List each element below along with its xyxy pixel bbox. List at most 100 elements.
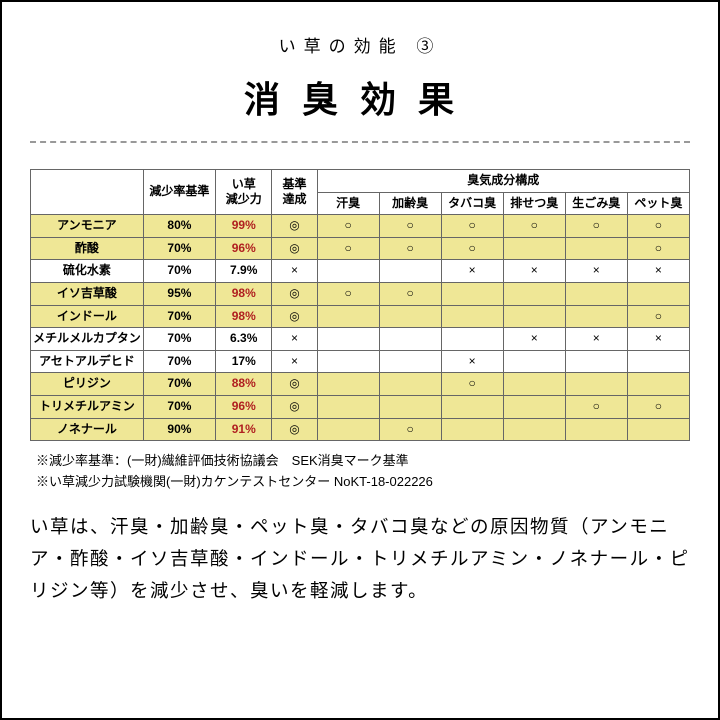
cell-mark [565, 350, 627, 373]
cell-reduction: 7.9% [216, 260, 272, 283]
cell-mark [565, 305, 627, 328]
cell-mark [627, 418, 689, 441]
th-pet: ペット臭 [627, 192, 689, 215]
cell-substance: アンモニア [31, 215, 144, 238]
main-title: 消臭効果 [30, 71, 690, 123]
cell-mark [503, 282, 565, 305]
th-reduction: い草 減少力 [216, 170, 272, 215]
cell-mark: ○ [379, 215, 441, 238]
cell-reduction: 98% [216, 305, 272, 328]
cell-mark: ○ [627, 305, 689, 328]
cell-mark [441, 395, 503, 418]
cell-mark [379, 373, 441, 396]
cell-mark: ○ [441, 215, 503, 238]
th-standard: 減少率基準 [143, 170, 215, 215]
cell-substance: イソ吉草酸 [31, 282, 144, 305]
cell-mark: × [503, 328, 565, 351]
cell-reduction: 99% [216, 215, 272, 238]
cell-mark: ○ [379, 282, 441, 305]
cell-mark [317, 418, 379, 441]
cell-mark [317, 260, 379, 283]
cell-standard: 70% [143, 373, 215, 396]
cell-mark: ○ [317, 215, 379, 238]
cell-mark: ○ [565, 215, 627, 238]
cell-mark [627, 373, 689, 396]
table-row: アセトアルデヒド70%17%×× [31, 350, 690, 373]
cell-mark [317, 328, 379, 351]
cell-reduction: 88% [216, 373, 272, 396]
table-row: メチルメルカプタン70%6.3%×××× [31, 328, 690, 351]
footnotes: ※減少率基準：(一財)繊維評価技術協議会 SEK消臭マーク基準 ※い草減少力試験… [30, 451, 690, 493]
cell-achieved: × [272, 350, 317, 373]
divider-dashed [30, 141, 690, 143]
cell-mark: ○ [627, 395, 689, 418]
cell-mark: ○ [441, 373, 503, 396]
cell-mark [627, 282, 689, 305]
cell-substance: インドール [31, 305, 144, 328]
cell-reduction: 98% [216, 282, 272, 305]
th-achieved: 基準 達成 [272, 170, 317, 215]
subtitle: い草の効能 ③ [30, 32, 690, 57]
cell-mark [503, 237, 565, 260]
th-garbage: 生ごみ臭 [565, 192, 627, 215]
cell-standard: 95% [143, 282, 215, 305]
footnote-1: ※減少率基準：(一財)繊維評価技術協議会 SEK消臭マーク基準 [36, 451, 690, 472]
cell-mark [503, 395, 565, 418]
cell-mark [317, 395, 379, 418]
cell-substance: ノネナール [31, 418, 144, 441]
cell-mark [441, 328, 503, 351]
cell-mark: ○ [317, 237, 379, 260]
table-row: イソ吉草酸95%98%◎○○ [31, 282, 690, 305]
description-paragraph: い草は、汗臭・加齢臭・ペット臭・タバコ臭などの原因物質（アンモニア・酢酸・イソ吉… [30, 511, 690, 608]
cell-mark: × [441, 350, 503, 373]
cell-standard: 70% [143, 237, 215, 260]
cell-mark [503, 350, 565, 373]
cell-reduction: 96% [216, 395, 272, 418]
cell-mark [379, 260, 441, 283]
cell-achieved: ◎ [272, 215, 317, 238]
cell-standard: 70% [143, 395, 215, 418]
cell-reduction: 96% [216, 237, 272, 260]
cell-achieved: × [272, 328, 317, 351]
cell-substance: アセトアルデヒド [31, 350, 144, 373]
table-row: アンモニア80%99%◎○○○○○○ [31, 215, 690, 238]
cell-achieved: ◎ [272, 373, 317, 396]
th-blank [31, 170, 144, 215]
cell-substance: ピリジン [31, 373, 144, 396]
cell-mark [379, 395, 441, 418]
table-row: インドール70%98%◎○ [31, 305, 690, 328]
cell-mark: ○ [441, 237, 503, 260]
cell-achieved: ◎ [272, 282, 317, 305]
cell-mark [379, 305, 441, 328]
cell-mark [441, 418, 503, 441]
cell-mark [627, 350, 689, 373]
table-row: ノネナール90%91%◎○ [31, 418, 690, 441]
cell-mark [565, 282, 627, 305]
cell-mark [379, 328, 441, 351]
cell-mark [441, 305, 503, 328]
table-row: 酢酸70%96%◎○○○○ [31, 237, 690, 260]
cell-substance: 酢酸 [31, 237, 144, 260]
cell-achieved: ◎ [272, 395, 317, 418]
table-row: トリメチルアミン70%96%◎○○ [31, 395, 690, 418]
th-sweat: 汗臭 [317, 192, 379, 215]
cell-standard: 70% [143, 350, 215, 373]
cell-mark [503, 418, 565, 441]
cell-mark [317, 373, 379, 396]
cell-standard: 70% [143, 328, 215, 351]
cell-mark [317, 350, 379, 373]
cell-substance: 硫化水素 [31, 260, 144, 283]
cell-substance: メチルメルカプタン [31, 328, 144, 351]
cell-mark: ○ [627, 215, 689, 238]
cell-reduction: 17% [216, 350, 272, 373]
cell-achieved: ◎ [272, 418, 317, 441]
cell-achieved: × [272, 260, 317, 283]
cell-achieved: ◎ [272, 237, 317, 260]
table-row: ピリジン70%88%◎ ○ [31, 373, 690, 396]
cell-mark: × [627, 328, 689, 351]
th-aging: 加齢臭 [379, 192, 441, 215]
th-excreta: 排せつ臭 [503, 192, 565, 215]
cell-mark: × [503, 260, 565, 283]
cell-mark: ○ [317, 282, 379, 305]
cell-standard: 80% [143, 215, 215, 238]
